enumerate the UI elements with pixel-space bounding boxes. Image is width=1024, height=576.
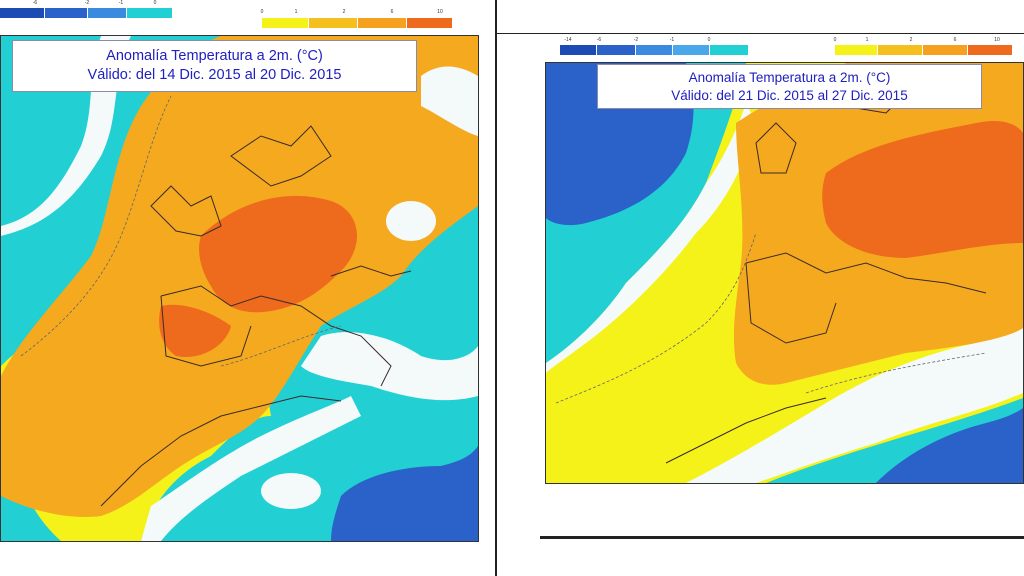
left-legend-warm-ticks: 0 1 2 6 10 [252,9,464,15]
right-map-title: Anomalía Temperatura a 2m. (°C) Válido: … [597,64,982,109]
right-title-line1: Anomalía Temperatura a 2m. (°C) [688,70,891,85]
left-legend-cold [0,8,173,18]
panel-divider-bottom [540,536,1024,539]
right-legend-warm-ticks: 0 1 2 6 10 [825,37,1017,43]
right-anomaly-map [545,62,1024,484]
panel-divider-vertical [495,0,497,576]
left-map-title: Anomalía Temperatura a 2m. (°C) Válido: … [12,40,417,92]
tick-label: 0 [260,9,264,15]
tick-label: 0 [153,0,157,6]
left-title-line1: Anomalía Temperatura a 2m. (°C) [106,48,323,64]
left-map-svg [1,36,478,541]
tick-label: -2 [84,0,90,6]
right-legend-cold-ticks: -14 -6 -2 -1 0 [556,37,728,43]
tick-label: 6 [953,37,957,43]
tick-label: -2 [633,37,639,43]
left-legend-warm [262,18,453,28]
tick-label: 6 [390,9,394,15]
tick-label: -1 [669,37,675,43]
tick-label: 10 [994,37,1000,43]
right-legend-warm [835,45,1013,55]
tick-label: -14 [564,37,572,43]
tick-label: -1 [118,0,124,6]
tick-label: 1 [865,37,869,43]
tick-label: 2 [909,37,913,43]
panel-divider-top [497,33,1024,34]
tick-label: 0 [833,37,837,43]
tick-label: 0 [707,37,711,43]
left-anomaly-map [0,35,479,542]
right-legend-cold [560,45,749,55]
right-map-svg [546,63,1023,483]
right-title-line2: Válido: del 21 Dic. 2015 al 27 Dic. 2015 [671,88,908,103]
tick-label: 1 [294,9,298,15]
tick-label: 10 [437,9,443,15]
left-legend-cold-ticks: -6 -2 -1 0 [0,0,172,6]
left-title-line2: Válido: del 14 Dic. 2015 al 20 Dic. 2015 [87,67,342,83]
tick-label: 2 [342,9,346,15]
tick-label: -6 [32,0,38,6]
tick-label: -6 [596,37,602,43]
